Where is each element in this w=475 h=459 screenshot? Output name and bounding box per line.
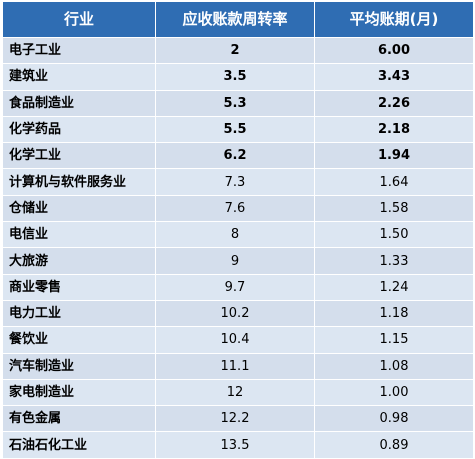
period-cell: 1.00 xyxy=(314,378,474,407)
turnover-cell: 2 xyxy=(155,36,315,65)
industry-cell: 有色金属 xyxy=(2,405,156,433)
period-cell: 1.18 xyxy=(314,299,474,328)
industry-cell: 电力工业 xyxy=(2,299,156,328)
turnover-cell: 9.7 xyxy=(155,273,315,301)
turnover-cell: 12 xyxy=(155,378,315,407)
industry-cell: 化学药品 xyxy=(2,115,156,144)
period-cell: 1.08 xyxy=(314,352,474,380)
industry-cell: 建筑业 xyxy=(2,63,156,91)
header-turnover: 应收账款周转率 xyxy=(155,1,315,38)
table-row: 食品制造业 5.3 2.26 xyxy=(2,89,474,117)
industry-cell: 家电制造业 xyxy=(2,378,156,407)
period-cell: 0.89 xyxy=(314,431,474,459)
period-cell: 1.33 xyxy=(314,247,474,275)
table-row: 化学工业 6.2 1.94 xyxy=(2,142,474,170)
table-row: 计算机与软件服务业 7.3 1.64 xyxy=(2,168,474,196)
period-cell: 1.50 xyxy=(314,221,474,249)
industry-cell: 汽车制造业 xyxy=(2,352,156,380)
industry-cell: 电信业 xyxy=(2,221,156,249)
period-cell: 1.24 xyxy=(314,273,474,301)
table-row: 仓储业 7.6 1.58 xyxy=(2,194,474,223)
industry-cell: 大旅游 xyxy=(2,247,156,275)
turnover-cell: 11.1 xyxy=(155,352,315,380)
turnover-cell: 9 xyxy=(155,247,315,275)
industry-cell: 石油石化工业 xyxy=(2,431,156,459)
table-row: 大旅游 9 1.33 xyxy=(2,247,474,275)
industry-cell: 仓储业 xyxy=(2,194,156,223)
table-row: 餐饮业 10.4 1.15 xyxy=(2,326,474,354)
header-row: 行业 应收账款周转率 平均账期(月) xyxy=(2,1,474,38)
period-cell: 1.15 xyxy=(314,326,474,354)
table-row: 化学药品 5.5 2.18 xyxy=(2,115,474,144)
industry-cell: 计算机与软件服务业 xyxy=(2,168,156,196)
period-cell: 1.58 xyxy=(314,194,474,223)
period-cell: 2.18 xyxy=(314,115,474,144)
table-row: 商业零售 9.7 1.24 xyxy=(2,273,474,301)
table-row: 汽车制造业 11.1 1.08 xyxy=(2,352,474,380)
period-cell: 2.26 xyxy=(314,89,474,117)
period-cell: 1.64 xyxy=(314,168,474,196)
industry-cell: 电子工业 xyxy=(2,36,156,65)
period-cell: 6.00 xyxy=(314,36,474,65)
industry-cell: 食品制造业 xyxy=(2,89,156,117)
table-row: 电子工业 2 6.00 xyxy=(2,36,474,65)
turnover-cell: 3.5 xyxy=(155,63,315,91)
industry-cell: 餐饮业 xyxy=(2,326,156,354)
table-row: 石油石化工业 13.5 0.89 xyxy=(2,431,474,459)
table-row: 建筑业 3.5 3.43 xyxy=(2,63,474,91)
turnover-cell: 12.2 xyxy=(155,405,315,433)
table-row: 电信业 8 1.50 xyxy=(2,221,474,249)
period-cell: 1.94 xyxy=(314,142,474,170)
period-cell: 0.98 xyxy=(314,405,474,433)
table-row: 有色金属 12.2 0.98 xyxy=(2,405,474,433)
turnover-cell: 5.3 xyxy=(155,89,315,117)
turnover-cell: 7.6 xyxy=(155,194,315,223)
table-row: 电力工业 10.2 1.18 xyxy=(2,299,474,328)
turnover-cell: 6.2 xyxy=(155,142,315,170)
table-row: 家电制造业 12 1.00 xyxy=(2,378,474,407)
turnover-cell: 10.2 xyxy=(155,299,315,328)
turnover-cell: 13.5 xyxy=(155,431,315,459)
header-industry: 行业 xyxy=(2,1,156,38)
turnover-cell: 10.4 xyxy=(155,326,315,354)
turnover-cell: 7.3 xyxy=(155,168,315,196)
table-body: 电子工业 2 6.00 建筑业 3.5 3.43 食品制造业 5.3 2.26 化学药品 5.5 2.… xyxy=(2,36,474,459)
turnover-cell: 5.5 xyxy=(155,115,315,144)
header-period: 平均账期(月) xyxy=(314,1,474,38)
industry-cell: 化学工业 xyxy=(2,142,156,170)
turnover-cell: 8 xyxy=(155,221,315,249)
period-cell: 3.43 xyxy=(314,63,474,91)
industry-cell: 商业零售 xyxy=(2,273,156,301)
